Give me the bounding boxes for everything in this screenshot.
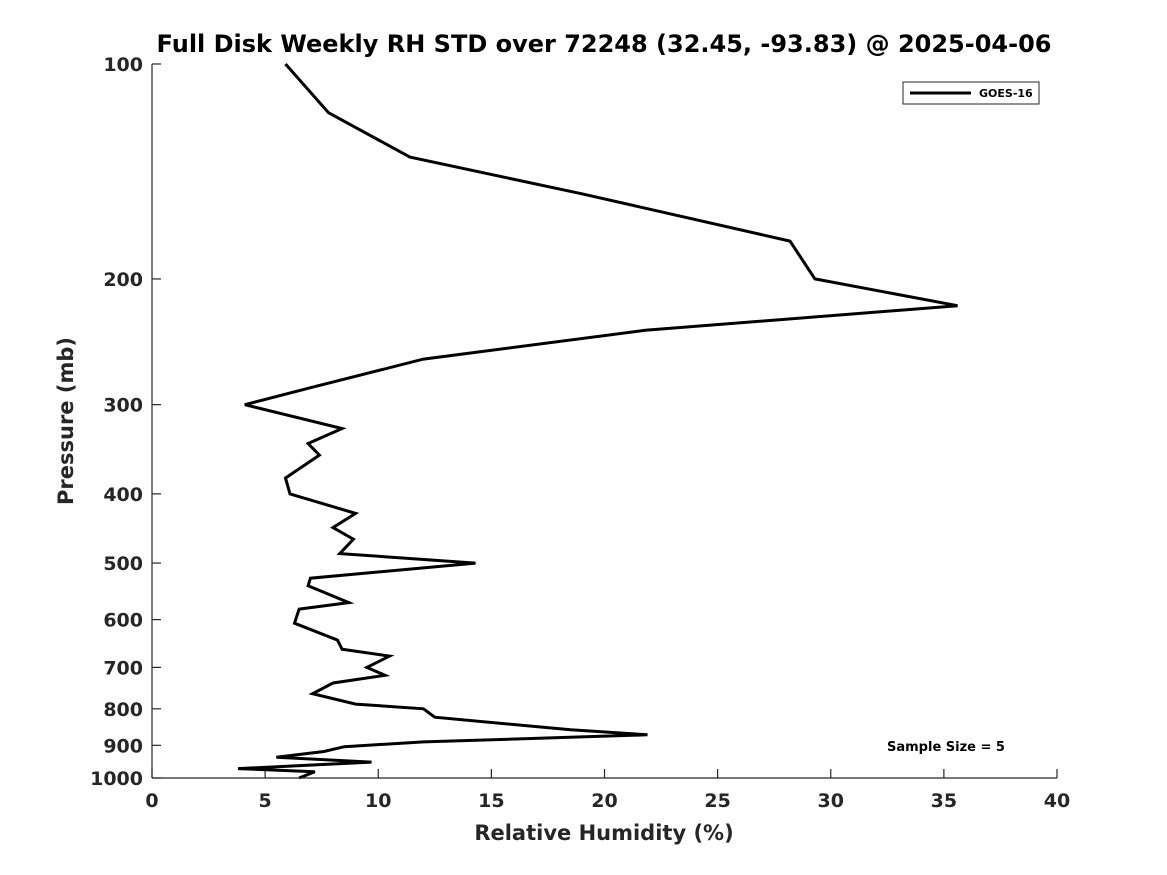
legend: GOES-16: [902, 81, 1040, 105]
chart-title: Full Disk Weekly RH STD over 72248 (32.4…: [157, 30, 1052, 58]
y-tick-label: 500: [103, 553, 143, 575]
x-tick-label: 40: [1044, 790, 1070, 812]
series-line-goes-16: [237, 63, 958, 780]
x-tick-label: 20: [591, 790, 617, 812]
y-tick-label: 600: [103, 610, 143, 632]
tick-group: 0 5 10 15 20 25 30 35 40 100 200 300 400 500 600 700 800…: [90, 54, 1070, 812]
y-tick-label: 400: [103, 484, 143, 506]
sample-size-annotation: Sample Size = 5: [887, 740, 1005, 755]
y-tick-label: 200: [103, 269, 143, 291]
x-axis-label: Relative Humidity (%): [474, 821, 733, 845]
x-tick-label: 35: [931, 790, 957, 812]
x-tick-label: 10: [365, 790, 391, 812]
y-tick-label: 1000: [90, 768, 143, 790]
x-tick-label: 5: [259, 790, 272, 812]
y-tick-label: 100: [103, 54, 143, 76]
x-tick-label: 0: [145, 790, 158, 812]
x-tick-label: 25: [704, 790, 730, 812]
y-tick-label: 300: [103, 395, 143, 417]
y-tick-label: 800: [103, 699, 143, 721]
y-tick-label: 700: [103, 657, 143, 679]
y-axis-label: Pressure (mb): [54, 337, 78, 505]
x-tick-label: 30: [818, 790, 844, 812]
x-tick-label: 15: [478, 790, 504, 812]
legend-label-goes-16: GOES-16: [979, 87, 1033, 100]
y-tick-label: 900: [103, 735, 143, 757]
